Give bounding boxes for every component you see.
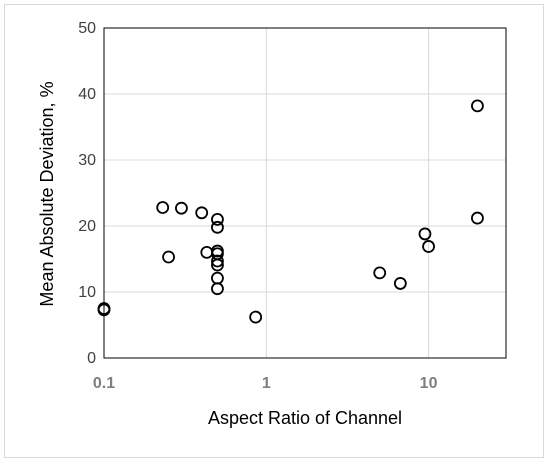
y-tick-label: 40 bbox=[78, 86, 96, 103]
plot-border bbox=[103, 27, 507, 359]
data-point bbox=[211, 271, 224, 285]
y-tick-label: 0 bbox=[87, 350, 96, 367]
data-point bbox=[471, 211, 484, 225]
data-point bbox=[211, 220, 224, 234]
data-point bbox=[373, 266, 387, 280]
x-tick-label: 0.1 bbox=[93, 375, 115, 392]
data-point bbox=[471, 99, 484, 113]
data-point bbox=[211, 282, 224, 296]
x-axis-title: Aspect Ratio of Channel bbox=[208, 408, 402, 428]
data-point bbox=[97, 302, 111, 315]
grid bbox=[104, 28, 506, 358]
data-point bbox=[175, 201, 188, 215]
x-tick-label: 10 bbox=[420, 375, 438, 392]
data-points bbox=[97, 99, 484, 324]
y-tick-label: 30 bbox=[78, 152, 96, 169]
x-tick-label: 1 bbox=[262, 375, 271, 392]
y-tick-label: 50 bbox=[78, 20, 96, 37]
data-point bbox=[195, 206, 209, 220]
data-point bbox=[162, 250, 175, 264]
data-point bbox=[418, 227, 432, 241]
data-point bbox=[249, 310, 263, 324]
chart-area bbox=[4, 4, 544, 458]
data-point bbox=[211, 254, 224, 268]
y-axis-title: Mean Absolute Deviation, % bbox=[37, 81, 57, 306]
tick-labels: 0 10 20 30 40 50 0.1 1 10 bbox=[78, 20, 437, 392]
data-point bbox=[156, 201, 170, 214]
y-tick-label: 10 bbox=[78, 284, 96, 301]
axes bbox=[103, 27, 507, 359]
data-point bbox=[393, 277, 407, 290]
data-point bbox=[211, 212, 224, 226]
data-point bbox=[422, 240, 435, 253]
data-point bbox=[200, 245, 214, 259]
data-point bbox=[211, 258, 224, 272]
y-tick-label: 20 bbox=[78, 218, 96, 235]
